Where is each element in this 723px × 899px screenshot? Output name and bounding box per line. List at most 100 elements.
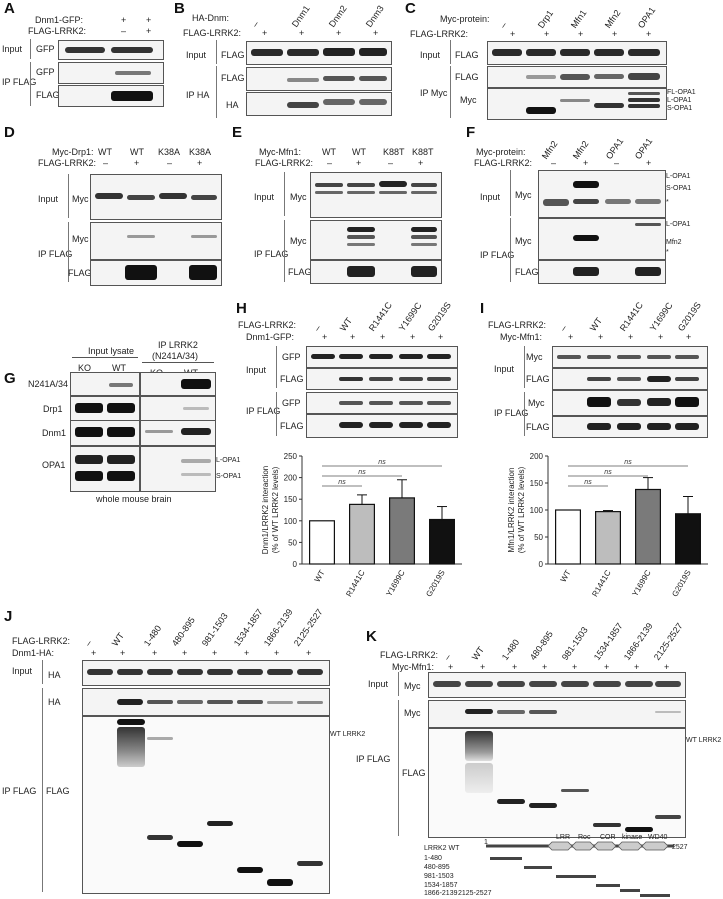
x-tick-label: R1441C	[590, 568, 613, 598]
row-label: FLAG-LRRK2:	[488, 320, 547, 330]
annotation: Mfn2	[666, 239, 682, 246]
lane-label: G2019S	[425, 300, 453, 333]
blot-ip-flag	[310, 260, 442, 284]
blot-label: Myc	[526, 352, 543, 362]
bracket	[276, 346, 277, 388]
blot-label: FLAG	[221, 50, 245, 60]
input-label: Input	[368, 679, 389, 689]
row-label: Dnm1-GFP:	[35, 15, 84, 25]
bar	[348, 503, 375, 565]
lane-label: 1-480	[499, 637, 522, 662]
panel-label-i: I	[480, 300, 485, 317]
lane-label: Dnm1	[289, 3, 312, 29]
lane-label: 1866-2139	[621, 621, 655, 662]
lane-label: WT	[98, 147, 112, 157]
annotation: S-OPA1	[666, 185, 692, 192]
lane-value: +	[686, 332, 692, 342]
lane-value: +	[598, 332, 604, 342]
blot-label: GFP	[282, 398, 301, 408]
bracket	[42, 688, 43, 892]
blot-input-myc	[90, 174, 222, 220]
lane-label: R1441C	[366, 300, 394, 333]
lane-value: –	[614, 158, 620, 168]
blot-ip-gfp	[306, 392, 458, 414]
lane-value: +	[628, 332, 634, 342]
lane-label: Mfn2	[539, 138, 560, 161]
y-tick-label: 200	[284, 474, 298, 483]
blot-label: Myc	[290, 192, 307, 202]
y-tick-label: 250	[284, 452, 298, 461]
domain-label: Roc	[578, 834, 591, 841]
blot-label: Drp1	[43, 404, 63, 414]
lane-value: +	[510, 29, 516, 39]
panel-label-c: C	[405, 0, 416, 17]
blot-input-myc	[538, 170, 666, 218]
lane-label: Drp1	[535, 8, 556, 30]
x-tick-label: WT	[559, 568, 573, 583]
lane-value: +	[578, 29, 584, 39]
domain-label: WD40	[648, 834, 668, 841]
lane-label: –	[441, 652, 453, 662]
lane-value: +	[612, 29, 618, 39]
lane-value: –	[388, 158, 394, 168]
caption: whole mouse brain	[96, 494, 172, 504]
lane-label: K38A	[189, 147, 212, 157]
y-axis-label: (% of WT LRRK2 levels)	[271, 466, 280, 553]
bracket	[450, 40, 451, 64]
blot-ip-flag	[487, 66, 667, 88]
row-label: FLAG-LRRK2:	[238, 320, 297, 330]
construct-bar	[640, 894, 670, 897]
panel-label-h: H	[236, 300, 247, 317]
blot-ip-myc	[90, 222, 222, 260]
significance-label: ns	[604, 469, 612, 476]
lane-value: +	[350, 332, 356, 342]
ip-label: IP FLAG	[38, 249, 73, 259]
lane-value: +	[380, 332, 386, 342]
lane-value: +	[146, 26, 152, 36]
annotation: WT LRRK2	[330, 731, 366, 738]
row-label: FLAG-LRRK2:	[255, 158, 314, 168]
bracket	[216, 40, 217, 64]
lane-label: 1-480	[141, 623, 164, 648]
y-tick-label: 100	[530, 506, 544, 515]
domain-end: 2527	[672, 844, 688, 851]
blot-ip-lrrk2	[140, 372, 216, 396]
blot-input-flag	[487, 41, 667, 65]
blot-label: HA	[48, 697, 61, 707]
y-tick-label: 200	[530, 452, 544, 461]
y-axis-label: Mfn1/LRRK2 interaction	[507, 468, 516, 553]
domain-start: 1	[484, 839, 488, 846]
lane-value: +	[262, 28, 268, 38]
annotation: *	[666, 199, 669, 206]
row-label: FLAG-LRRK2:	[12, 636, 71, 646]
lane-label: 2125-2527	[651, 621, 685, 662]
header: (N241A/34)	[152, 351, 199, 361]
panel-label-j: J	[4, 608, 13, 625]
blot-ip-myc	[310, 220, 442, 260]
y-tick-label: 0	[293, 560, 298, 569]
blot-label: FLAG	[280, 421, 304, 431]
input-label: Input	[12, 666, 33, 676]
blot-label: Myc	[460, 95, 477, 105]
lane-label: Y1699C	[647, 300, 675, 333]
annotation: S-OPA1	[216, 473, 242, 480]
blot-ip-flag	[306, 414, 458, 438]
blot-input-ha	[82, 660, 330, 686]
blot-label: Myc	[290, 236, 307, 246]
lane-value: +	[121, 15, 127, 25]
row-label: FLAG-LRRK2:	[183, 28, 242, 38]
ip-label: IP FLAG	[494, 408, 529, 418]
blot-input-drp1	[70, 396, 140, 422]
y-axis-label: (% of WT LRRK2 levels)	[517, 466, 526, 553]
bracket	[68, 174, 69, 218]
lane-value: +	[583, 158, 589, 168]
panel-label-a: A	[4, 0, 15, 17]
blot-label: FLAG	[526, 422, 550, 432]
bracket	[510, 170, 511, 216]
lane-value: +	[356, 158, 362, 168]
input-label: Input	[494, 364, 515, 374]
ip-label: IP FLAG	[246, 406, 281, 416]
input-label: Input	[480, 192, 501, 202]
annotation: L-OPA1	[667, 97, 692, 104]
construct-bar	[490, 857, 522, 860]
